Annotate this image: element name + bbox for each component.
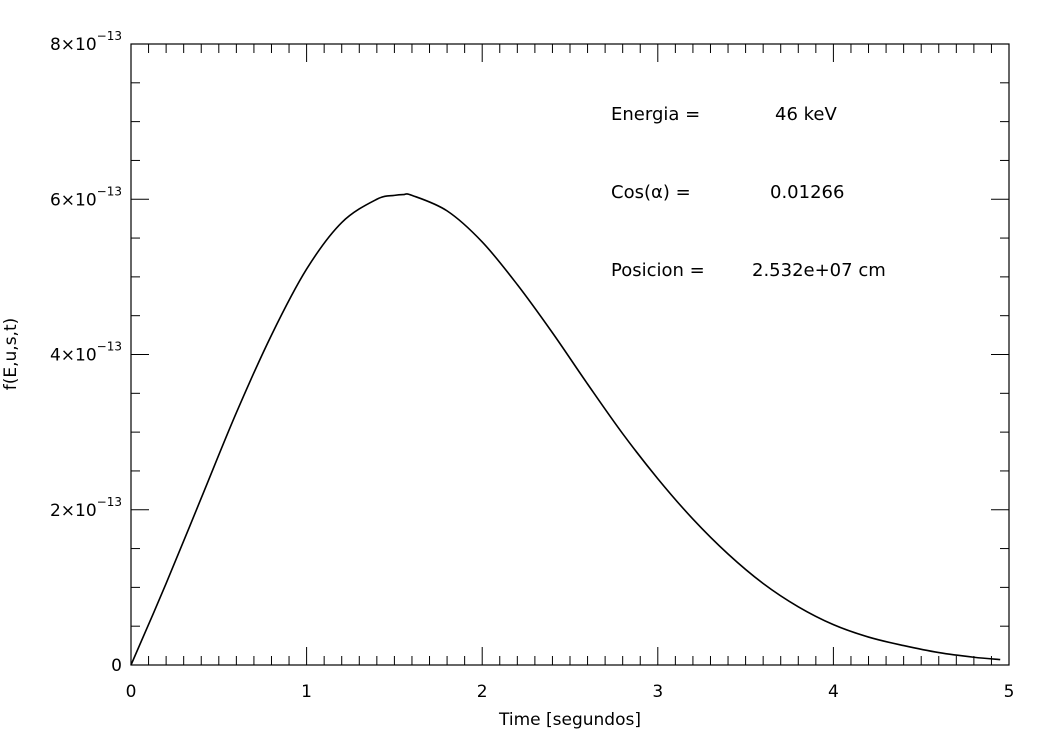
y-tick-label: 8×10−13: [50, 29, 122, 55]
x-tick-label: 5: [1004, 682, 1015, 702]
x-tick-labels: 0 1 2 3 4 5: [126, 682, 1015, 702]
y-axis-label: f(E,u,s,t): [1, 318, 21, 391]
y-tick-mantissa: 0: [111, 656, 122, 676]
y-tick-label: 4×10−13: [50, 340, 122, 366]
series-line: [130, 193, 1001, 666]
y-tick-exponent: −13: [97, 184, 122, 198]
y-tick-exponent: −13: [97, 495, 122, 509]
y-tick-mantissa: 4×10: [50, 346, 97, 366]
annotation-position-label: Posicion =: [611, 260, 705, 281]
annotation-energy-value: 46 keV: [775, 104, 837, 125]
x-axis-label: Time [segundos]: [498, 710, 641, 730]
y-tick-label: 0: [111, 656, 122, 676]
annotation-block: Energia = 46 keV Cos(α) = 0.01266 Posici…: [611, 104, 886, 281]
y-tick-label: 2×10−13: [50, 495, 122, 521]
x-tick-label: 3: [652, 682, 663, 702]
y-tick-mantissa: 2×10: [50, 501, 97, 521]
y-tick-exponent: −13: [97, 29, 122, 43]
y-tick-exponent: −13: [97, 340, 122, 354]
minor-ticks: [131, 44, 1009, 665]
annotation-position-value: 2.532e+07 cm: [752, 260, 886, 281]
y-tick-mantissa: 8×10: [50, 35, 97, 55]
y-tick-labels: 02×10−134×10−136×10−138×10−13: [50, 29, 122, 676]
x-tick-label: 4: [828, 682, 839, 702]
annotation-energy-label: Energia =: [611, 104, 700, 125]
y-tick-mantissa: 6×10: [50, 190, 97, 210]
x-tick-label: 0: [126, 682, 137, 702]
major-ticks: [130, 43, 1010, 666]
x-tick-label: 1: [301, 682, 312, 702]
y-tick-label: 6×10−13: [50, 184, 122, 210]
annotation-cos-value: 0.01266: [770, 182, 844, 203]
x-tick-label: 2: [477, 682, 488, 702]
annotation-cos-label: Cos(α) =: [611, 182, 691, 203]
